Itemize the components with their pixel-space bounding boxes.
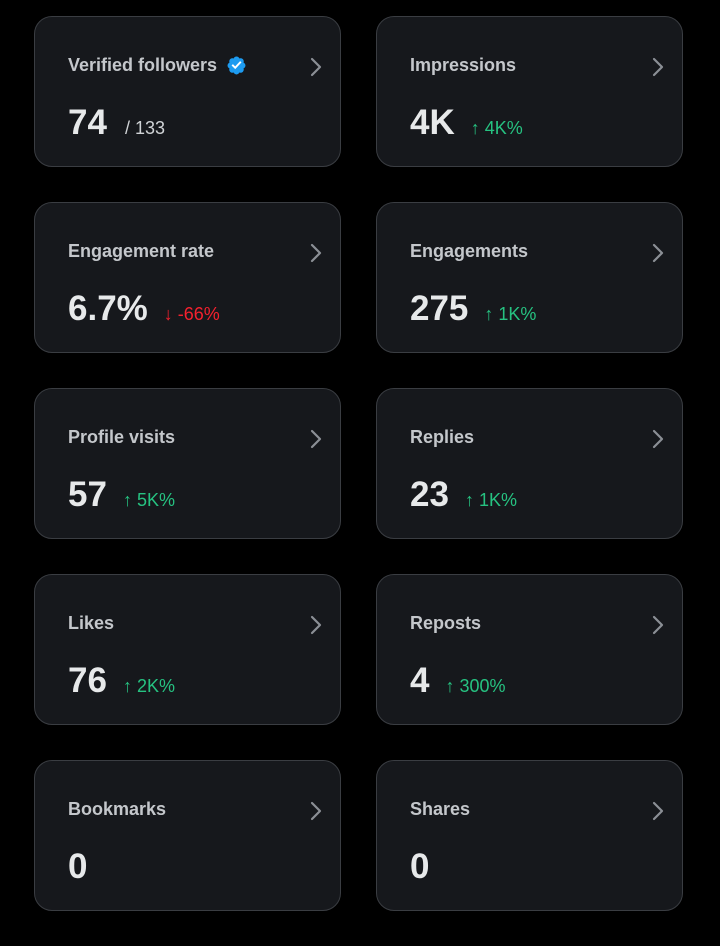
change-value: -66% xyxy=(177,304,220,324)
card-title-label: Reposts xyxy=(410,613,482,633)
card-values: 6.7% ↓ -66% xyxy=(68,291,220,326)
card-profile-visits[interactable]: Profile visits 57 ↑ 5K% xyxy=(34,388,341,539)
card-title: Profile visits xyxy=(68,427,175,448)
metric-value: 0 xyxy=(68,847,88,886)
chevron-right-icon xyxy=(310,429,322,449)
card-impressions[interactable]: Impressions 4K ↑ 4K% xyxy=(376,16,683,167)
card-title: Reposts xyxy=(410,613,481,634)
metric-change: ↑ 1K% xyxy=(465,490,517,511)
card-values: 4 ↑ 300% xyxy=(410,663,506,698)
change-value: 1K% xyxy=(498,304,537,324)
arrow-up-icon: ↑ xyxy=(445,676,455,696)
card-engagement-rate[interactable]: Engagement rate 6.7% ↓ -66% xyxy=(34,202,341,353)
metric-change: ↑ 2K% xyxy=(123,676,175,697)
metric-change: ↓ -66% xyxy=(164,304,220,325)
card-title-label: Engagements xyxy=(410,241,529,261)
card-title-label: Likes xyxy=(68,613,115,633)
metric-value: 4K xyxy=(410,103,455,142)
card-title-label: Verified followers xyxy=(68,55,218,75)
card-title: Engagements xyxy=(410,241,528,262)
card-title-label: Replies xyxy=(410,427,475,447)
arrow-up-icon: ↑ xyxy=(470,118,480,138)
chevron-right-icon xyxy=(652,57,664,77)
card-bookmarks[interactable]: Bookmarks 0 xyxy=(34,760,341,911)
change-value: 5K% xyxy=(136,490,175,510)
metric-value: 74 xyxy=(68,103,107,142)
card-title: Likes xyxy=(68,613,114,634)
arrow-up-icon: ↑ xyxy=(122,490,132,510)
metric-value: 57 xyxy=(68,475,107,514)
arrow-up-icon: ↑ xyxy=(484,304,494,324)
chevron-right-icon xyxy=(310,243,322,263)
chevron-right-icon xyxy=(310,615,322,635)
verified-badge-icon xyxy=(227,56,246,75)
change-value: 4K% xyxy=(484,118,523,138)
metric-value: 76 xyxy=(68,661,107,700)
card-title: Shares xyxy=(410,799,470,820)
change-value: 1K% xyxy=(478,490,517,510)
metric-value: 6.7% xyxy=(68,289,148,328)
metric-value: 4 xyxy=(410,661,430,700)
change-value: 2K% xyxy=(136,676,175,696)
metric-value: 23 xyxy=(410,475,449,514)
card-title-label: Bookmarks xyxy=(68,799,167,819)
arrow-up-icon: ↑ xyxy=(464,490,474,510)
chevron-right-icon xyxy=(310,57,322,77)
card-reposts[interactable]: Reposts 4 ↑ 300% xyxy=(376,574,683,725)
chevron-right-icon xyxy=(652,429,664,449)
card-title-label: Shares xyxy=(410,799,471,819)
card-title-label: Impressions xyxy=(410,55,517,75)
chevron-right-icon xyxy=(652,801,664,821)
card-values: 275 ↑ 1K% xyxy=(410,291,536,326)
card-title-label: Engagement rate xyxy=(68,241,215,261)
metric-change: ↑ 300% xyxy=(445,676,505,697)
card-title: Impressions xyxy=(410,55,516,76)
metric-value: 0 xyxy=(410,847,430,886)
card-title: Replies xyxy=(410,427,474,448)
metric-change: ↑ 1K% xyxy=(484,304,536,325)
metric-value: 275 xyxy=(410,289,469,328)
chevron-right-icon xyxy=(652,615,664,635)
chevron-right-icon xyxy=(310,801,322,821)
arrow-up-icon: ↑ xyxy=(122,676,132,696)
card-title-label: Profile visits xyxy=(68,427,176,447)
card-values: 23 ↑ 1K% xyxy=(410,477,517,512)
card-engagements[interactable]: Engagements 275 ↑ 1K% xyxy=(376,202,683,353)
card-title: Bookmarks xyxy=(68,799,166,820)
card-shares[interactable]: Shares 0 xyxy=(376,760,683,911)
arrow-down-icon: ↓ xyxy=(163,304,173,324)
metric-change: ↑ 5K% xyxy=(123,490,175,511)
card-values: 57 ↑ 5K% xyxy=(68,477,175,512)
card-values: 4K ↑ 4K% xyxy=(410,105,523,140)
card-values: 76 ↑ 2K% xyxy=(68,663,175,698)
metric-total: / 133 xyxy=(124,118,165,138)
chevron-right-icon xyxy=(652,243,664,263)
card-title: Verified followers xyxy=(68,55,247,76)
card-likes[interactable]: Likes 76 ↑ 2K% xyxy=(34,574,341,725)
card-title: Engagement rate xyxy=(68,241,214,262)
card-replies[interactable]: Replies 23 ↑ 1K% xyxy=(376,388,683,539)
card-values: 0 xyxy=(410,849,429,884)
card-verified-followers[interactable]: Verified followers 74 / 133 xyxy=(34,16,341,167)
card-values: 0 xyxy=(68,849,87,884)
card-values: 74 / 133 xyxy=(68,105,165,140)
metric-change: ↑ 4K% xyxy=(471,118,523,139)
change-value: 300% xyxy=(459,676,506,696)
